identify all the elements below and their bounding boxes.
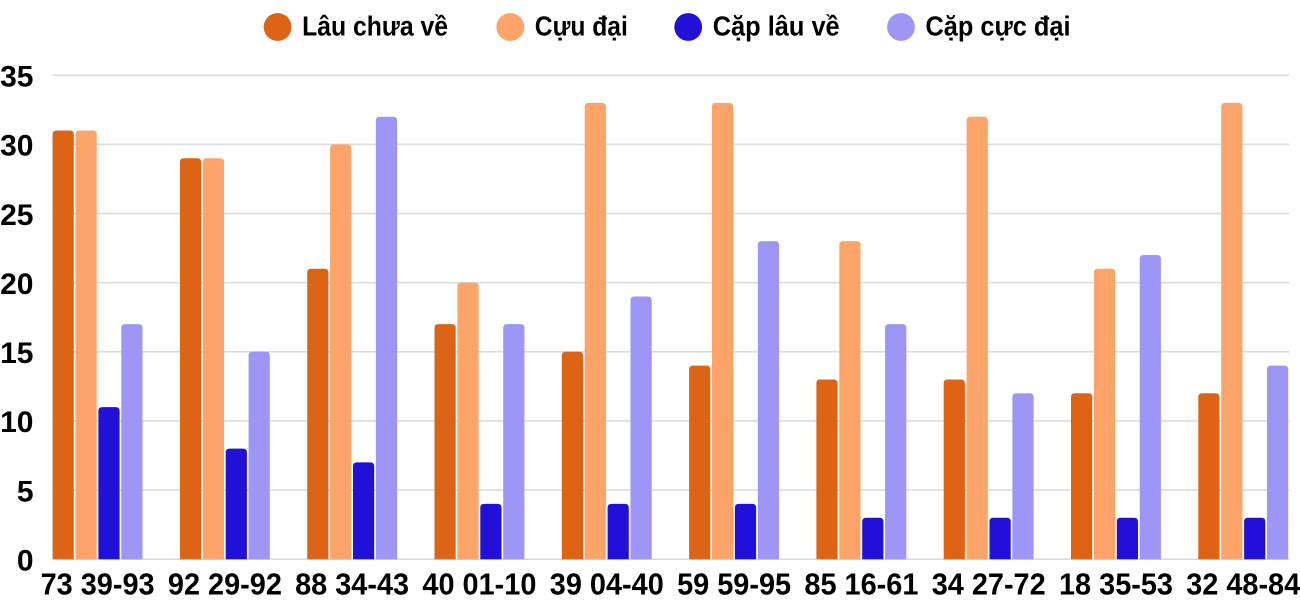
svg-text:10: 10: [0, 406, 33, 439]
svg-text:34 27-72: 34 27-72: [932, 567, 1046, 601]
svg-text:25: 25: [0, 199, 33, 232]
svg-text:18 35-53: 18 35-53: [1059, 567, 1173, 601]
svg-text:Cặp cực đại: Cặp cực đại: [926, 11, 1071, 42]
svg-text:39 04-40: 39 04-40: [550, 567, 664, 601]
svg-text:40 01-10: 40 01-10: [422, 567, 536, 601]
svg-text:73 39-93: 73 39-93: [41, 567, 155, 601]
svg-text:20: 20: [0, 268, 33, 301]
svg-text:85 16-61: 85 16-61: [804, 567, 918, 601]
svg-text:30: 30: [0, 130, 33, 163]
svg-text:0: 0: [17, 545, 34, 578]
svg-text:88 34-43: 88 34-43: [295, 567, 409, 601]
svg-text:59 59-95: 59 59-95: [677, 567, 791, 601]
svg-text:5: 5: [17, 475, 34, 508]
svg-text:35: 35: [0, 61, 33, 94]
svg-text:15: 15: [0, 337, 33, 370]
svg-text:Cặp lâu về: Cặp lâu về: [713, 11, 840, 42]
svg-text:Cựu đại: Cựu đại: [535, 11, 628, 42]
svg-text:Lâu chưa về: Lâu chưa về: [302, 11, 448, 42]
svg-text:32 48-84: 32 48-84: [1186, 567, 1300, 601]
svg-text:92 29-92: 92 29-92: [168, 567, 282, 601]
